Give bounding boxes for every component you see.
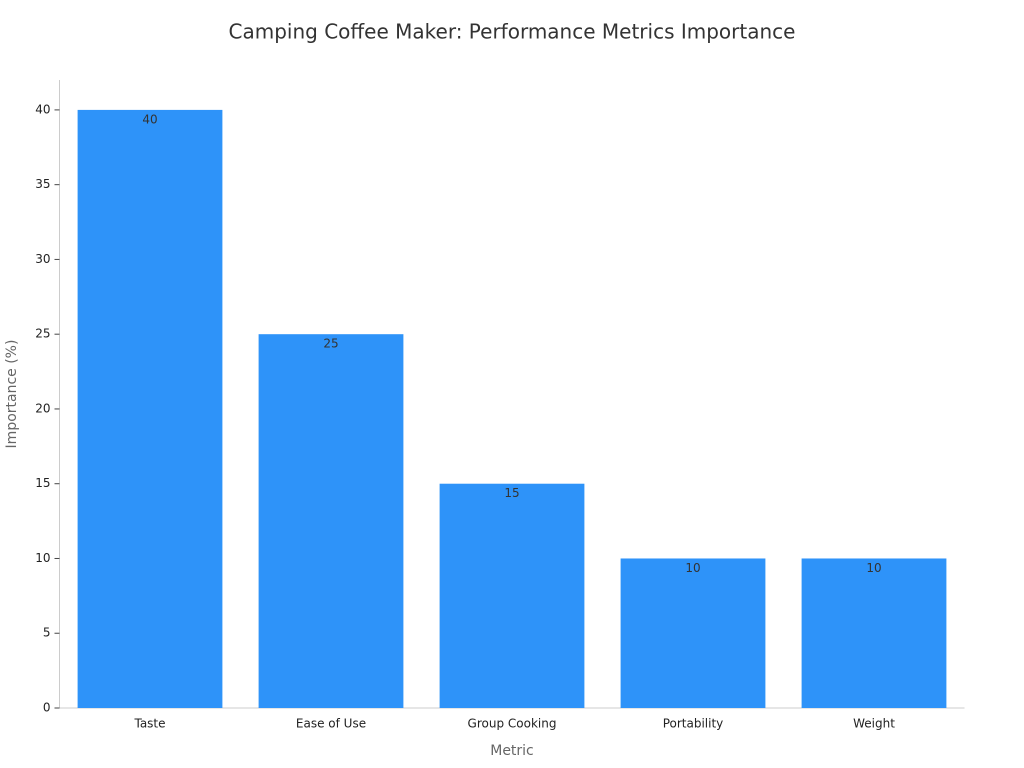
x-tick-label: Group Cooking bbox=[468, 717, 557, 731]
x-tick-label: Taste bbox=[133, 717, 165, 731]
x-tick-label: Weight bbox=[853, 717, 895, 731]
chart-title: Camping Coffee Maker: Performance Metric… bbox=[229, 20, 796, 44]
y-tick-label: 25 bbox=[35, 327, 50, 341]
y-tick-label: 0 bbox=[43, 701, 51, 715]
value-label: 10 bbox=[685, 561, 700, 575]
y-axis-label: Importance (%) bbox=[4, 340, 20, 449]
y-tick-label: 10 bbox=[35, 551, 50, 565]
value-label: 10 bbox=[866, 561, 881, 575]
value-label: 40 bbox=[142, 112, 157, 126]
x-tick-label: Portability bbox=[663, 717, 724, 731]
y-tick-label: 30 bbox=[35, 252, 50, 266]
y-tick-label: 5 bbox=[43, 626, 51, 640]
y-tick-label: 35 bbox=[35, 177, 50, 191]
bar bbox=[258, 334, 404, 708]
y-tick-label: 20 bbox=[35, 401, 50, 415]
bar bbox=[620, 558, 766, 708]
value-label: 15 bbox=[504, 486, 519, 500]
bar bbox=[801, 558, 947, 708]
bar bbox=[77, 109, 223, 708]
value-label: 25 bbox=[323, 337, 338, 351]
x-tick-label: Ease of Use bbox=[296, 717, 366, 731]
x-axis-label: Metric bbox=[490, 743, 534, 759]
y-tick-label: 40 bbox=[35, 102, 50, 116]
y-tick-label: 15 bbox=[35, 476, 50, 490]
bar bbox=[439, 483, 585, 708]
